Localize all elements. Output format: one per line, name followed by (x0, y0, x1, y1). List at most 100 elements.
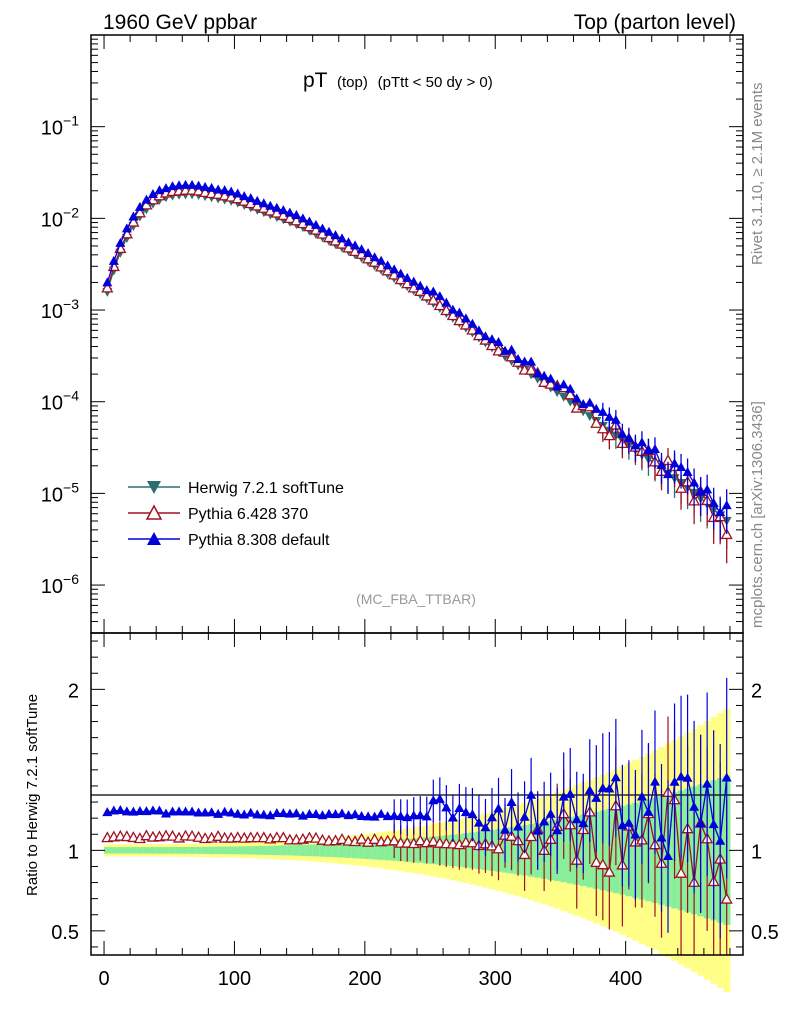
main-point (278, 205, 289, 215)
main-point (584, 397, 595, 407)
ratio-band-green (195, 846, 203, 854)
ratio-point (636, 791, 647, 801)
main-point (356, 244, 367, 254)
main-point (265, 200, 276, 210)
ratio-point (539, 816, 550, 826)
main-ytick-label-base: 10 (41, 301, 63, 323)
ratio-point (355, 832, 368, 844)
ratio-point (363, 811, 374, 821)
ratio-point (656, 832, 667, 842)
ratio-point (427, 835, 440, 847)
legend-herwig-label: Herwig 7.2.1 softTune (188, 480, 344, 497)
main-point (226, 186, 237, 196)
main-point (447, 304, 458, 314)
x-tick-labels: 0 100 200 300 400 (98, 968, 642, 990)
ratio-point (532, 825, 543, 835)
ratio-point (212, 829, 225, 841)
ratio-band-green (377, 840, 385, 860)
ratio-point (174, 806, 185, 816)
ratio-point (147, 805, 158, 815)
main-ytick-label: 10−4 (41, 388, 79, 415)
ratio-band-green (351, 842, 359, 859)
main-point (133, 206, 147, 218)
ratio-point (597, 782, 608, 792)
main-point (206, 182, 217, 192)
main-point (702, 484, 713, 494)
ratio-point (506, 796, 517, 806)
main-point (564, 388, 577, 400)
ratio-y-tick-labels: 0.5 0.5 1 1 2 2 (51, 680, 779, 944)
ratio-point (140, 829, 153, 841)
main-point (180, 179, 191, 189)
ratio-point (226, 807, 237, 817)
main-point (428, 286, 439, 296)
main-title: pT (top) (pTtt < 50 dy > 0) (303, 69, 493, 92)
main-point (617, 428, 628, 438)
ratio-point (304, 808, 315, 818)
ratio-point (180, 806, 191, 816)
main-title-sub: (top) (337, 74, 368, 91)
ratio-band-green (214, 846, 222, 855)
main-point (532, 368, 543, 378)
main-point (271, 202, 282, 212)
ratio-point (500, 824, 511, 834)
main-point (337, 233, 348, 243)
ratio-point (649, 776, 660, 786)
ratio-band-green (364, 841, 372, 860)
main-point (597, 406, 608, 416)
ratio-point (350, 809, 361, 819)
ratio-band-green (182, 846, 190, 854)
main-point (454, 307, 465, 317)
main-point (389, 264, 400, 274)
main-point (219, 185, 230, 195)
main-point (421, 285, 432, 295)
ratio-point (115, 804, 126, 814)
main-point (649, 444, 660, 454)
main-point (591, 403, 602, 413)
ratio-band-green (267, 845, 275, 855)
main-watermark: (MC_FBA_TTBAR) (356, 591, 476, 607)
main-point (492, 344, 505, 356)
main-point (323, 226, 334, 236)
ratio-band-green (293, 845, 301, 856)
main-point (467, 318, 478, 328)
legend-entry-pythia6: Pythia 6.428 370 (128, 504, 308, 523)
ratio-point (558, 791, 569, 801)
main-point (297, 213, 308, 223)
main-point (376, 255, 387, 265)
main-ytick-label-base: 10 (41, 393, 63, 415)
ratio-point (245, 807, 256, 817)
ratio-band-green (371, 841, 379, 860)
main-point (322, 231, 336, 243)
ratio-point (271, 807, 282, 817)
ratio-point (676, 771, 687, 781)
main-point (415, 280, 426, 290)
main-series (101, 179, 733, 564)
ratio-point (492, 842, 505, 854)
main-ytick-label-exp: −4 (63, 388, 79, 404)
main-point (590, 416, 603, 428)
ratio-point (526, 789, 537, 799)
ratio-band-green (162, 847, 170, 854)
legend-herwig-marker (147, 481, 161, 494)
ratio-point (578, 817, 589, 827)
main-point (539, 370, 550, 380)
ratio-point (596, 858, 609, 870)
ratio-point (454, 803, 465, 813)
main-point (330, 230, 341, 240)
legend-pythia8-label: Pythia 8.308 default (188, 532, 330, 549)
ratio-point (309, 831, 323, 843)
main-point (101, 281, 114, 293)
ratio-point (388, 834, 401, 846)
ratio-point (368, 832, 381, 844)
ratio-point (721, 772, 732, 782)
ratio-point (584, 785, 595, 795)
ratio-point (702, 778, 713, 788)
main-point (480, 331, 491, 341)
ratio-point (166, 829, 179, 841)
ratio-point (408, 810, 419, 820)
main-point (669, 458, 680, 468)
ratio-point (258, 809, 269, 819)
ratio-point (206, 807, 217, 817)
ratio-ytick-label-right: 0.5 (751, 922, 779, 944)
